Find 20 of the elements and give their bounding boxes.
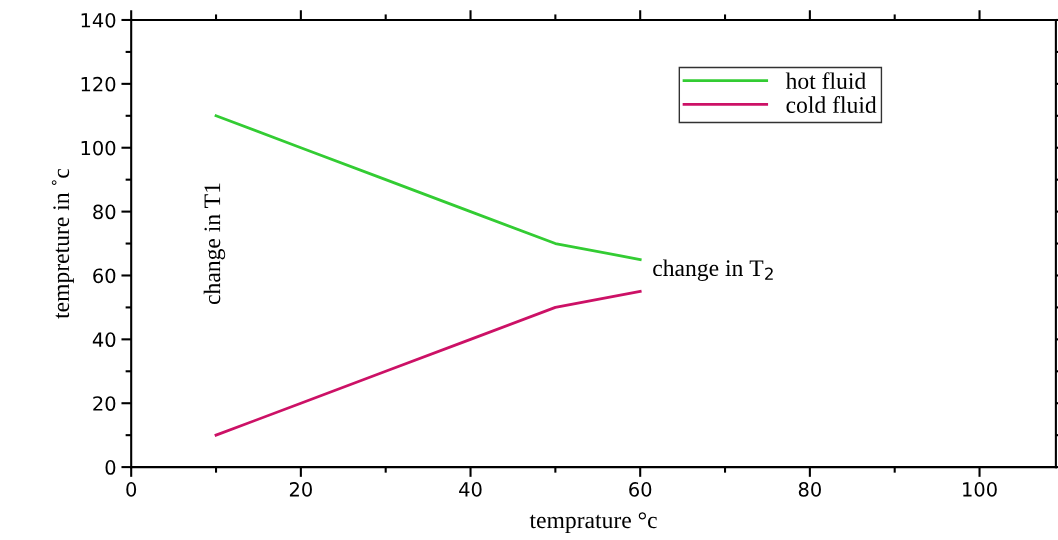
y-tick-label: 80	[93, 204, 116, 220]
x-tick-label: 40	[459, 482, 482, 497]
y-axis-title: tempreture in ˚c	[51, 168, 74, 319]
x-tick-label: 60	[629, 482, 652, 497]
x-tick-label: 100	[963, 482, 997, 497]
legend-label: cold fluid	[786, 96, 877, 113]
legend-label: hot fluid	[785, 72, 866, 90]
x-tick-label: 0	[126, 482, 137, 497]
annotation: change in T1	[203, 183, 226, 305]
x-axis-title: temprature °c	[529, 512, 657, 534]
y-tick-label: 100	[81, 140, 116, 156]
x-tick-label: 20	[289, 482, 312, 497]
annotation: change in T$_{2}$	[653, 259, 773, 281]
x-tick-label: 80	[798, 482, 821, 497]
y-tick-label: 60	[93, 268, 116, 284]
y-tick-label: 40	[92, 332, 116, 348]
y-tick-label: 0	[105, 460, 116, 475]
y-tick-label: 120	[81, 76, 116, 92]
y-tick-label: 20	[93, 396, 116, 411]
y-tick-label: 140	[81, 12, 116, 28]
